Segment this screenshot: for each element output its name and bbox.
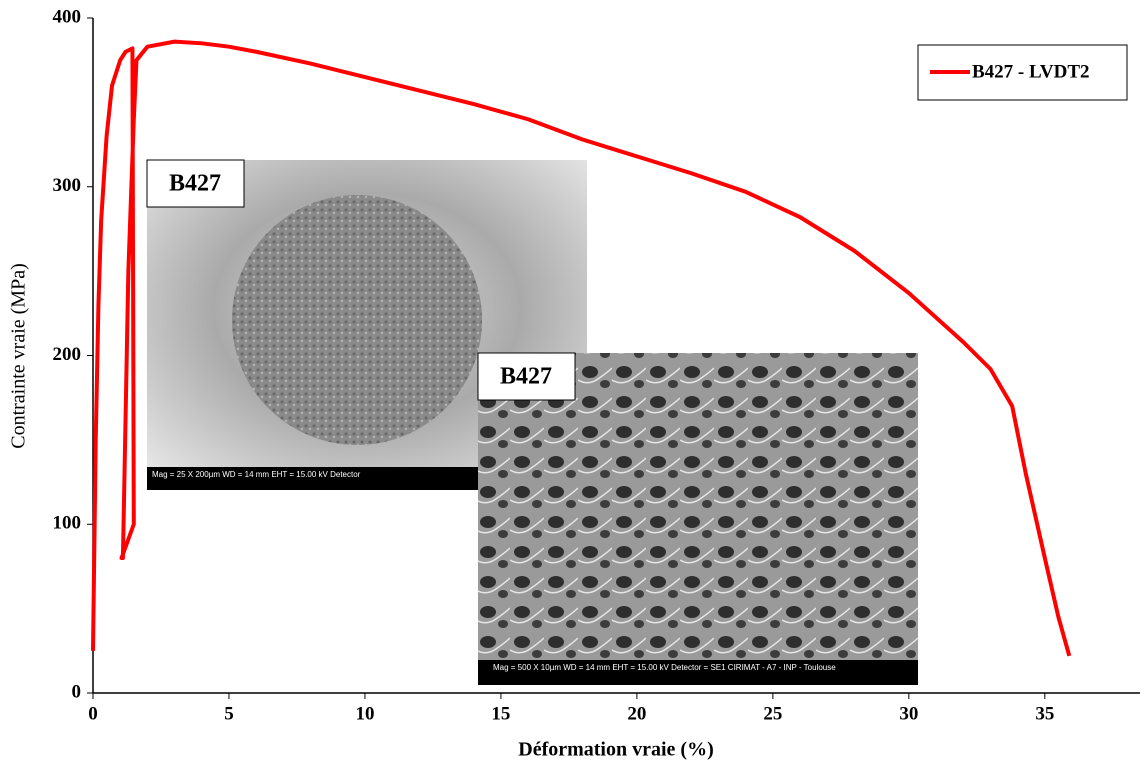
x-tick-label: 15 [491,703,510,724]
y-axis-label: Contrainte vraie (MPa) [8,263,30,449]
fracture-surface [232,195,482,445]
inset-label: B427 [500,364,552,390]
x-tick-label: 0 [88,703,98,724]
x-tick-label: 20 [627,703,646,724]
inset-1: Mag = 25 X 200µm WD = 14 mm EHT = 15.00 … [146,159,587,490]
x-tick-label: 10 [355,703,374,724]
inset-2: Mag = 500 X 10µm WD = 14 mm EHT = 15.00 … [477,352,918,685]
y-tick-label: 200 [53,344,82,365]
x-tick-label: 30 [899,703,918,724]
y-tick-label: 0 [72,681,82,702]
x-tick-label: 35 [1035,703,1054,724]
x-axis-label: Déformation vraie (%) [518,739,714,761]
y-tick-label: 400 [53,6,82,27]
sem-image [478,353,918,685]
caption-bar [147,467,587,490]
y-tick-label: 300 [53,175,82,196]
inset-caption: Mag = 500 X 10µm WD = 14 mm EHT = 15.00 … [493,663,836,672]
legend-label: B427 - LVDT2 [972,61,1090,82]
legend: B427 - LVDT2 [917,44,1128,101]
x-tick-label: 5 [224,703,234,724]
inset-label: B427 [169,171,221,197]
data-line [91,39,1072,657]
x-tick-label: 25 [763,703,782,724]
y-tick-label: 100 [53,513,82,534]
inset-label-box [477,352,576,401]
inset-label-box [146,159,245,208]
caption-bar [478,660,918,685]
inset-caption: Mag = 25 X 200µm WD = 14 mm EHT = 15.00 … [152,470,361,479]
